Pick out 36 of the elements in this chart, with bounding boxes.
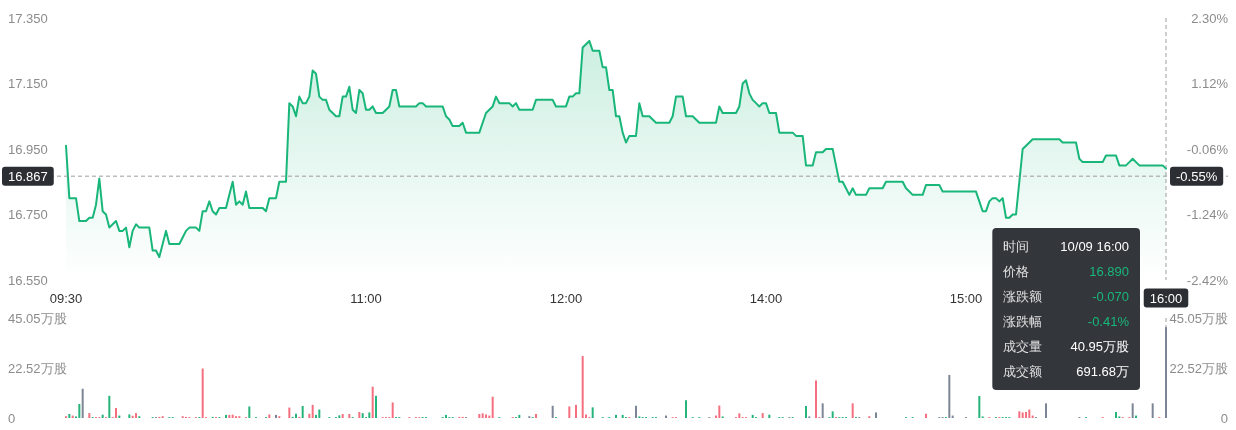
annotation: 时间 bbox=[1003, 239, 1030, 254]
y-tick-label: 22.52万股 bbox=[8, 360, 67, 376]
text: -0.070 bbox=[1092, 289, 1129, 304]
annotation: -0.55% bbox=[1176, 168, 1218, 184]
y-tick-label: 16.550 bbox=[8, 272, 48, 288]
y2-tick-label: -0.06% bbox=[1186, 141, 1229, 157]
y-tick-label: 16.750 bbox=[8, 207, 48, 222]
x-tick-label: 14:00 bbox=[749, 290, 783, 306]
annotation: 成交额 bbox=[1003, 364, 1043, 379]
x-tick-label: 15:00 bbox=[949, 290, 983, 306]
y2-tick-label: 22.52万股 bbox=[1169, 360, 1228, 376]
y-tick-label: 16.950 bbox=[8, 141, 48, 157]
y2-tick-label: 45.05万股 bbox=[1169, 310, 1228, 326]
annotation: 16.890 bbox=[1089, 264, 1129, 279]
ref-line-label: 16.867 bbox=[8, 168, 48, 184]
annotation: 40.95万股 bbox=[1070, 339, 1129, 354]
x-tick-label: 11:00 bbox=[350, 290, 382, 306]
y2-tick-label: -1.24% bbox=[1186, 207, 1229, 222]
y-tick-label: 0 bbox=[8, 410, 16, 426]
y-tick-label: 45.05万股 bbox=[8, 310, 67, 326]
y2-tick-label: 2.30% bbox=[1191, 10, 1229, 26]
y2-tick-label: 1.12% bbox=[1191, 76, 1229, 91]
annotation: 691.68万 bbox=[1076, 364, 1129, 379]
y-tick-label: 17.150 bbox=[8, 76, 48, 91]
text: 涨跌额 bbox=[1003, 289, 1043, 304]
y2-tick-label: 0 bbox=[1220, 410, 1228, 426]
annotation: 10/09 16:00 bbox=[1060, 239, 1129, 254]
annotation: 成交量 bbox=[1003, 339, 1043, 354]
x-tick-label: 09:30 bbox=[49, 290, 83, 306]
x-tick-label: 12:00 bbox=[549, 290, 583, 306]
x-tick-label: 16:00 bbox=[1149, 290, 1183, 306]
annotation: -0.41% bbox=[1087, 314, 1130, 329]
annotation: 价格 bbox=[1002, 264, 1030, 279]
y-tick-label: 17.350 bbox=[8, 10, 48, 26]
annotation: 涨跌幅 bbox=[1003, 314, 1043, 329]
y2-tick-label: -2.42% bbox=[1186, 272, 1229, 288]
